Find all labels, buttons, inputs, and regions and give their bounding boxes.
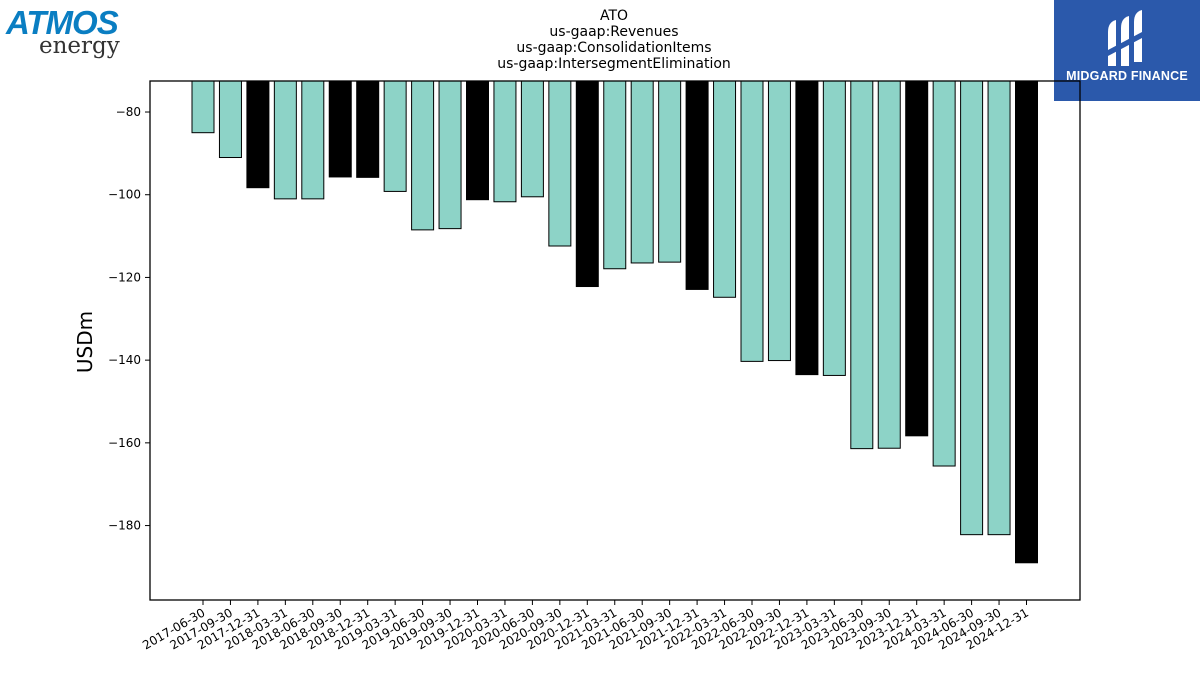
plot-frame <box>149 80 1081 601</box>
atmos-wordmark: ATMOS <box>6 4 119 41</box>
bar <box>713 80 737 298</box>
y-tick-label: −100 <box>108 188 141 202</box>
chart-title-line: us-gaap:IntersegmentElimination <box>497 56 731 72</box>
bar <box>795 80 819 376</box>
bar <box>767 80 791 362</box>
midgard-emblem-icon <box>1108 10 1142 66</box>
bar <box>548 80 572 247</box>
bar <box>520 80 544 198</box>
chart-title-line: us-gaap:ConsolidationItems <box>516 40 711 56</box>
bar <box>301 80 325 200</box>
y-tick-label: −140 <box>108 353 141 367</box>
bar <box>356 80 380 178</box>
midgard-finance-logo: MIDGARD FINANCE <box>1054 0 1200 101</box>
energy-wordmark: energy <box>39 33 120 59</box>
bar <box>850 80 874 450</box>
y-axis-label: USDm <box>73 311 97 373</box>
y-tick-label: −120 <box>108 270 141 284</box>
midgard-brand-text: MIDGARD FINANCE <box>1066 69 1188 83</box>
bar <box>191 80 215 134</box>
bar <box>822 80 846 376</box>
bar <box>493 80 517 203</box>
atmos-energy-logo: ATMOS energy <box>6 6 128 58</box>
chart-title-line: ATO <box>600 8 628 24</box>
bar <box>246 80 270 189</box>
bar <box>603 80 627 270</box>
y-tick-label: −160 <box>108 436 141 450</box>
bar <box>273 80 297 200</box>
bar <box>630 80 654 264</box>
y-tick-label: −180 <box>108 519 141 533</box>
bar <box>905 80 929 437</box>
bar <box>328 80 352 178</box>
bar <box>438 80 462 230</box>
bar <box>960 80 984 536</box>
bar <box>466 80 489 201</box>
bar <box>575 80 599 288</box>
chart-title-line: us-gaap:Revenues <box>549 24 678 40</box>
bar <box>932 80 956 467</box>
bar <box>877 80 901 449</box>
bar <box>411 80 435 231</box>
bar <box>740 80 764 362</box>
bar <box>1015 80 1038 564</box>
y-tick-label: −80 <box>116 105 141 119</box>
bar <box>218 80 242 159</box>
bar <box>685 80 709 290</box>
bar <box>383 80 407 192</box>
bar <box>658 80 682 263</box>
bar <box>987 80 1011 536</box>
